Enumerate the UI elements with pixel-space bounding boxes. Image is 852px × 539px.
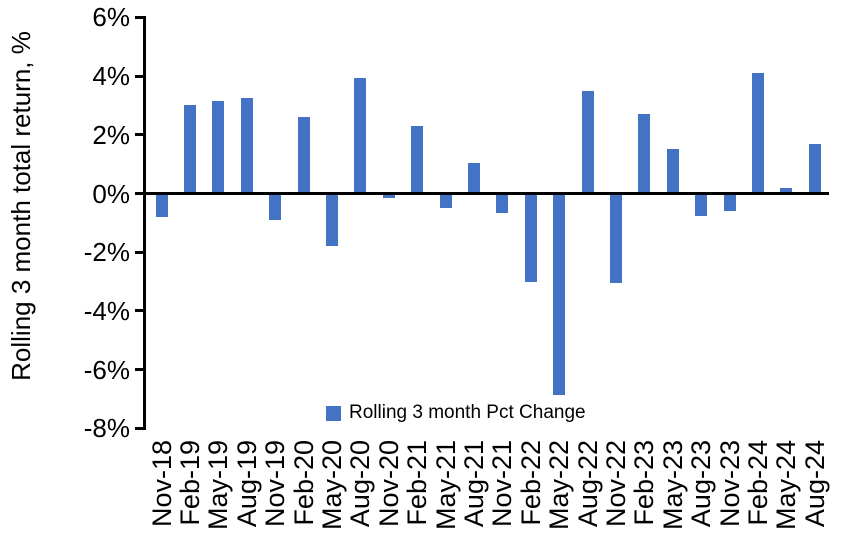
y-tick-mark: [135, 15, 143, 19]
legend: Rolling 3 month Pct Change: [326, 402, 586, 424]
x-tick-label: Aug-22: [572, 440, 603, 528]
y-tick-mark: [135, 368, 143, 372]
x-tick-label: Aug-21: [458, 440, 489, 528]
bar-Feb-21: [411, 125, 424, 194]
y-tick-mark: [135, 74, 143, 78]
y-tick-label: -4%: [83, 295, 130, 326]
bar-Nov-23: [723, 193, 736, 212]
x-tick-label: Feb-19: [174, 440, 205, 526]
bar-Feb-20: [297, 117, 310, 194]
x-tick-label: Feb-21: [402, 440, 433, 526]
x-tick-label: Nov-21: [487, 440, 518, 528]
x-tick-label: May-19: [203, 440, 234, 531]
bar-May-23: [666, 149, 679, 194]
x-tick-label: May-24: [771, 440, 802, 531]
bar-Aug-20: [354, 77, 367, 194]
x-tick-label: Nov-23: [714, 440, 745, 528]
y-tick-label: 4%: [92, 61, 130, 92]
x-tick-label: Nov-22: [600, 440, 631, 528]
legend-label: Rolling 3 month Pct Change: [349, 402, 586, 423]
bar-Nov-18: [155, 193, 168, 217]
zero-gridline: [143, 192, 829, 195]
x-tick-label: Feb-20: [288, 440, 319, 526]
x-tick-label: Aug-19: [231, 440, 262, 528]
bar-Aug-23: [695, 193, 708, 216]
x-tick-label: May-22: [544, 440, 575, 531]
bar-Nov-21: [496, 193, 509, 213]
bar-May-24: [780, 187, 793, 194]
x-tick-label: Feb-23: [629, 440, 660, 526]
x-tick-label: Nov-18: [146, 440, 177, 528]
y-tick-label: -2%: [83, 237, 130, 268]
y-tick-mark: [135, 309, 143, 313]
bar-Feb-24: [751, 73, 764, 194]
y-axis-line: [143, 16, 146, 430]
y-tick-label: 0%: [92, 178, 130, 209]
x-tick-label: Aug-23: [686, 440, 717, 528]
bar-Feb-22: [524, 193, 537, 282]
bar-Aug-21: [467, 162, 480, 194]
y-tick-label: -6%: [83, 354, 130, 385]
x-tick-label: Aug-24: [799, 440, 830, 528]
x-tick-label: Nov-19: [260, 440, 291, 528]
x-tick-label: Feb-24: [742, 440, 773, 526]
bar-May-20: [325, 193, 338, 247]
bar-Feb-19: [183, 105, 196, 194]
bar-Aug-24: [808, 143, 821, 194]
bar-Nov-20: [382, 193, 395, 198]
x-tick-label: Feb-22: [515, 440, 546, 526]
bar-Aug-22: [581, 90, 594, 194]
x-tick-label: Nov-20: [373, 440, 404, 528]
bar-May-21: [439, 193, 452, 209]
bar-Nov-19: [269, 193, 282, 220]
bar-May-22: [553, 193, 566, 395]
x-tick-label: Aug-20: [345, 440, 376, 528]
y-tick-mark: [135, 250, 143, 254]
x-tick-label: May-21: [430, 440, 461, 531]
y-tick-label: 2%: [92, 119, 130, 150]
y-tick-label: -8%: [83, 413, 130, 444]
y-tick-label: 6%: [92, 2, 130, 33]
bar-Aug-19: [240, 98, 253, 194]
bar-Nov-22: [609, 193, 622, 284]
y-tick-mark: [135, 133, 143, 137]
y-tick-mark: [135, 192, 143, 195]
x-tick-label: May-20: [316, 440, 347, 531]
bar-May-19: [212, 101, 225, 194]
bar-Feb-23: [638, 114, 651, 194]
legend-swatch-icon: [326, 405, 341, 421]
y-tick-mark: [135, 426, 143, 430]
x-tick-label: May-23: [657, 440, 688, 531]
